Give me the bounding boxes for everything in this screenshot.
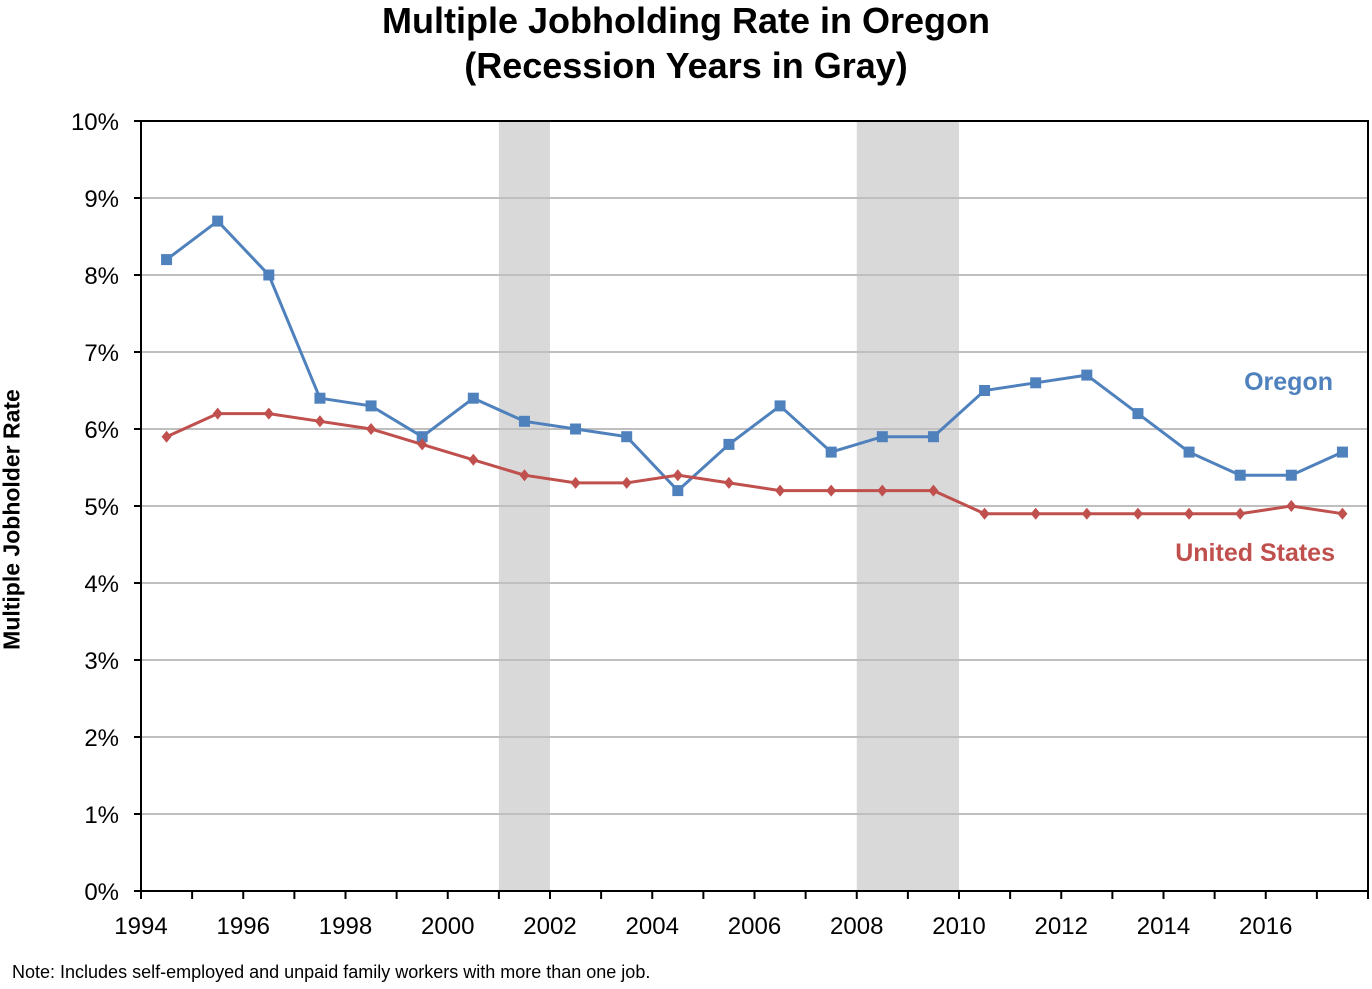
- data-point-united-states: [1081, 507, 1092, 520]
- data-point-oregon: [161, 254, 173, 266]
- x-tick-label: 2002: [523, 913, 576, 940]
- data-point-oregon: [825, 446, 837, 458]
- data-point-united-states: [672, 469, 683, 482]
- data-point-united-states: [723, 476, 734, 489]
- data-point-united-states: [417, 438, 428, 451]
- data-point-united-states: [314, 415, 325, 428]
- chart-title-line-1: Multiple Jobholding Rate in Oregon: [382, 0, 990, 41]
- data-point-oregon: [723, 438, 735, 450]
- x-tick-label: 2014: [1137, 913, 1190, 940]
- data-point-oregon: [1183, 446, 1195, 458]
- x-tick-label: 2008: [830, 913, 883, 940]
- y-tick-label: 7%: [84, 340, 119, 367]
- data-point-united-states: [468, 453, 479, 466]
- data-point-united-states: [826, 484, 837, 497]
- series-label-oregon: Oregon: [1244, 368, 1333, 396]
- data-point-oregon: [672, 485, 684, 497]
- data-point-oregon: [416, 431, 428, 443]
- footnote: Note: Includes self-employed and unpaid …: [12, 962, 651, 982]
- data-point-oregon: [518, 415, 530, 427]
- data-point-oregon: [1336, 446, 1348, 458]
- data-point-oregon: [365, 400, 377, 412]
- data-point-united-states: [263, 407, 274, 420]
- data-point-united-states: [1132, 507, 1143, 520]
- x-tick-label: 2010: [932, 913, 985, 940]
- data-point-oregon: [774, 400, 786, 412]
- data-point-united-states: [979, 507, 990, 520]
- data-point-oregon: [979, 385, 991, 396]
- data-point-oregon: [876, 431, 888, 443]
- data-point-oregon: [1285, 469, 1297, 481]
- data-point-united-states: [1286, 500, 1297, 512]
- data-point-united-states: [775, 484, 786, 497]
- y-tick-label: 5%: [84, 494, 119, 521]
- data-point-united-states: [621, 476, 632, 489]
- y-tick-label: 2%: [84, 725, 119, 752]
- data-point-united-states: [366, 423, 377, 435]
- data-point-oregon: [1132, 408, 1144, 420]
- x-tick-label: 2012: [1035, 913, 1088, 940]
- data-point-united-states: [877, 484, 888, 497]
- data-point-united-states: [928, 484, 939, 497]
- y-tick-label: 3%: [84, 648, 119, 675]
- data-point-oregon: [212, 215, 224, 227]
- x-tick-label: 1998: [319, 913, 372, 940]
- data-point-oregon: [621, 431, 633, 443]
- x-tick-label: 2016: [1239, 913, 1292, 940]
- y-tick-label: 9%: [84, 186, 119, 213]
- data-point-united-states: [1184, 507, 1195, 520]
- data-point-oregon: [927, 431, 939, 443]
- data-point-united-states: [1030, 507, 1041, 520]
- y-tick-label: 0%: [84, 879, 119, 906]
- data-point-united-states: [161, 430, 172, 443]
- series-line-united-states: [165, 412, 1343, 516]
- data-point-oregon: [263, 269, 275, 281]
- x-tick-label: 2006: [728, 913, 781, 940]
- data-point-oregon: [570, 423, 582, 435]
- x-tick-label: 2000: [421, 913, 474, 940]
- x-tick-label: 2004: [626, 913, 679, 940]
- data-point-united-states: [1235, 507, 1246, 520]
- data-point-united-states: [570, 476, 581, 489]
- data-point-united-states: [212, 407, 223, 420]
- y-tick-label: 1%: [84, 802, 119, 829]
- data-point-oregon: [1234, 469, 1246, 481]
- data-point-united-states: [519, 469, 530, 482]
- series-line-oregon: [165, 219, 1344, 493]
- y-tick-label: 10%: [71, 109, 119, 136]
- data-point-oregon: [1081, 369, 1093, 381]
- y-tick-label: 8%: [84, 263, 119, 290]
- series-label-united-states: United States: [1175, 539, 1335, 567]
- y-tick-label: 6%: [84, 417, 119, 444]
- chart-title-line-2: (Recession Years in Gray): [464, 45, 908, 86]
- x-tick-label: 1994: [114, 913, 167, 940]
- y-tick-label: 4%: [84, 571, 119, 598]
- data-point-oregon: [467, 392, 479, 404]
- x-tick-label: 1996: [217, 913, 270, 940]
- data-point-united-states: [1337, 507, 1348, 520]
- data-point-oregon: [314, 392, 326, 404]
- data-point-oregon: [1030, 377, 1042, 389]
